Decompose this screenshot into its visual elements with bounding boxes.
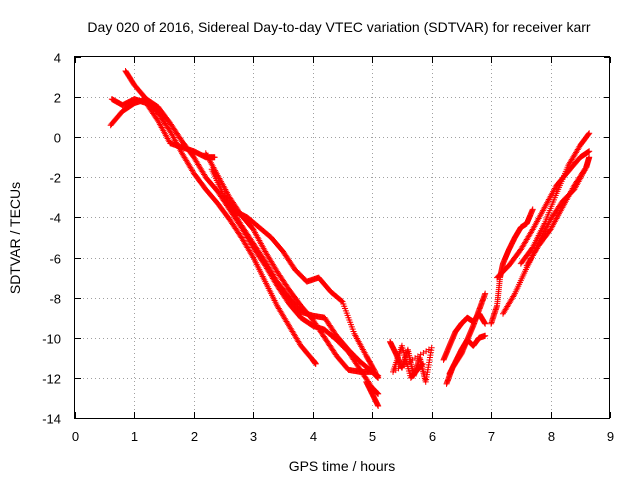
y-tick-labels: -14 -12 -10 -8 -6 -4 -2 0 2 4 xyxy=(42,51,61,427)
y-axis-label: SDTVAR / TECUs xyxy=(7,182,23,294)
x-tick-label: 4 xyxy=(310,429,317,444)
x-tick-labels: 0 1 2 3 4 5 6 7 8 9 xyxy=(72,429,614,444)
x-axis-label: GPS time / hours xyxy=(289,458,396,474)
x-tick-label: 5 xyxy=(369,429,376,444)
data-points xyxy=(107,68,593,409)
data-point-marker xyxy=(482,320,489,327)
y-tick-label: -8 xyxy=(49,292,61,307)
tick-marks xyxy=(75,57,611,419)
y-tick-label: 0 xyxy=(54,131,61,146)
x-tick-label: 0 xyxy=(72,429,79,444)
data-point-marker xyxy=(312,360,319,367)
data-point-marker xyxy=(511,292,518,299)
y-tick-label: -6 xyxy=(49,252,61,267)
data-point-marker xyxy=(211,154,218,161)
data-point-marker xyxy=(585,131,592,138)
y-tick-label: 2 xyxy=(54,91,61,106)
series-track-7 xyxy=(363,378,382,409)
chart-title: Day 020 of 2016, Sidereal Day-to-day VTE… xyxy=(87,19,590,35)
series-track-16 xyxy=(523,154,593,269)
data-point-marker xyxy=(482,332,489,339)
data-point-marker xyxy=(375,390,382,397)
x-tick-label: 3 xyxy=(250,429,257,444)
data-point-marker xyxy=(338,297,345,304)
data-point-marker xyxy=(375,402,382,409)
series-track-11 xyxy=(446,332,489,377)
x-tick-label: 7 xyxy=(488,429,495,444)
series-track-15 xyxy=(517,130,593,267)
x-tick-label: 9 xyxy=(607,429,614,444)
data-point-marker xyxy=(249,253,256,260)
data-point-marker xyxy=(419,360,426,367)
plot-frame xyxy=(74,56,610,419)
x-tick-label: 2 xyxy=(191,429,198,444)
series-cluster-8 xyxy=(387,338,435,385)
y-tick-label: -2 xyxy=(49,171,61,186)
x-tick-label: 1 xyxy=(131,429,138,444)
series-track-6 xyxy=(202,150,382,381)
series-track-10 xyxy=(440,310,489,363)
data-point-marker xyxy=(586,154,593,161)
series-track-12 xyxy=(488,206,536,327)
y-tick-label: 4 xyxy=(54,51,61,66)
x-tick-label: 6 xyxy=(429,429,436,444)
y-tick-label: -12 xyxy=(42,372,61,387)
data-point-marker xyxy=(586,148,593,155)
data-point-marker xyxy=(529,206,536,213)
data-point-marker xyxy=(418,361,425,368)
series-track-2 xyxy=(122,68,319,367)
y-tick-label: -10 xyxy=(42,332,61,347)
grid-lines xyxy=(75,57,610,418)
data-point-marker xyxy=(375,374,382,381)
y-tick-label: -14 xyxy=(42,412,61,427)
data-point-marker xyxy=(528,227,535,234)
x-tick-label: 8 xyxy=(548,429,555,444)
data-point-marker xyxy=(586,130,593,137)
data-point-marker xyxy=(482,290,489,297)
y-tick-label: -4 xyxy=(49,211,61,226)
